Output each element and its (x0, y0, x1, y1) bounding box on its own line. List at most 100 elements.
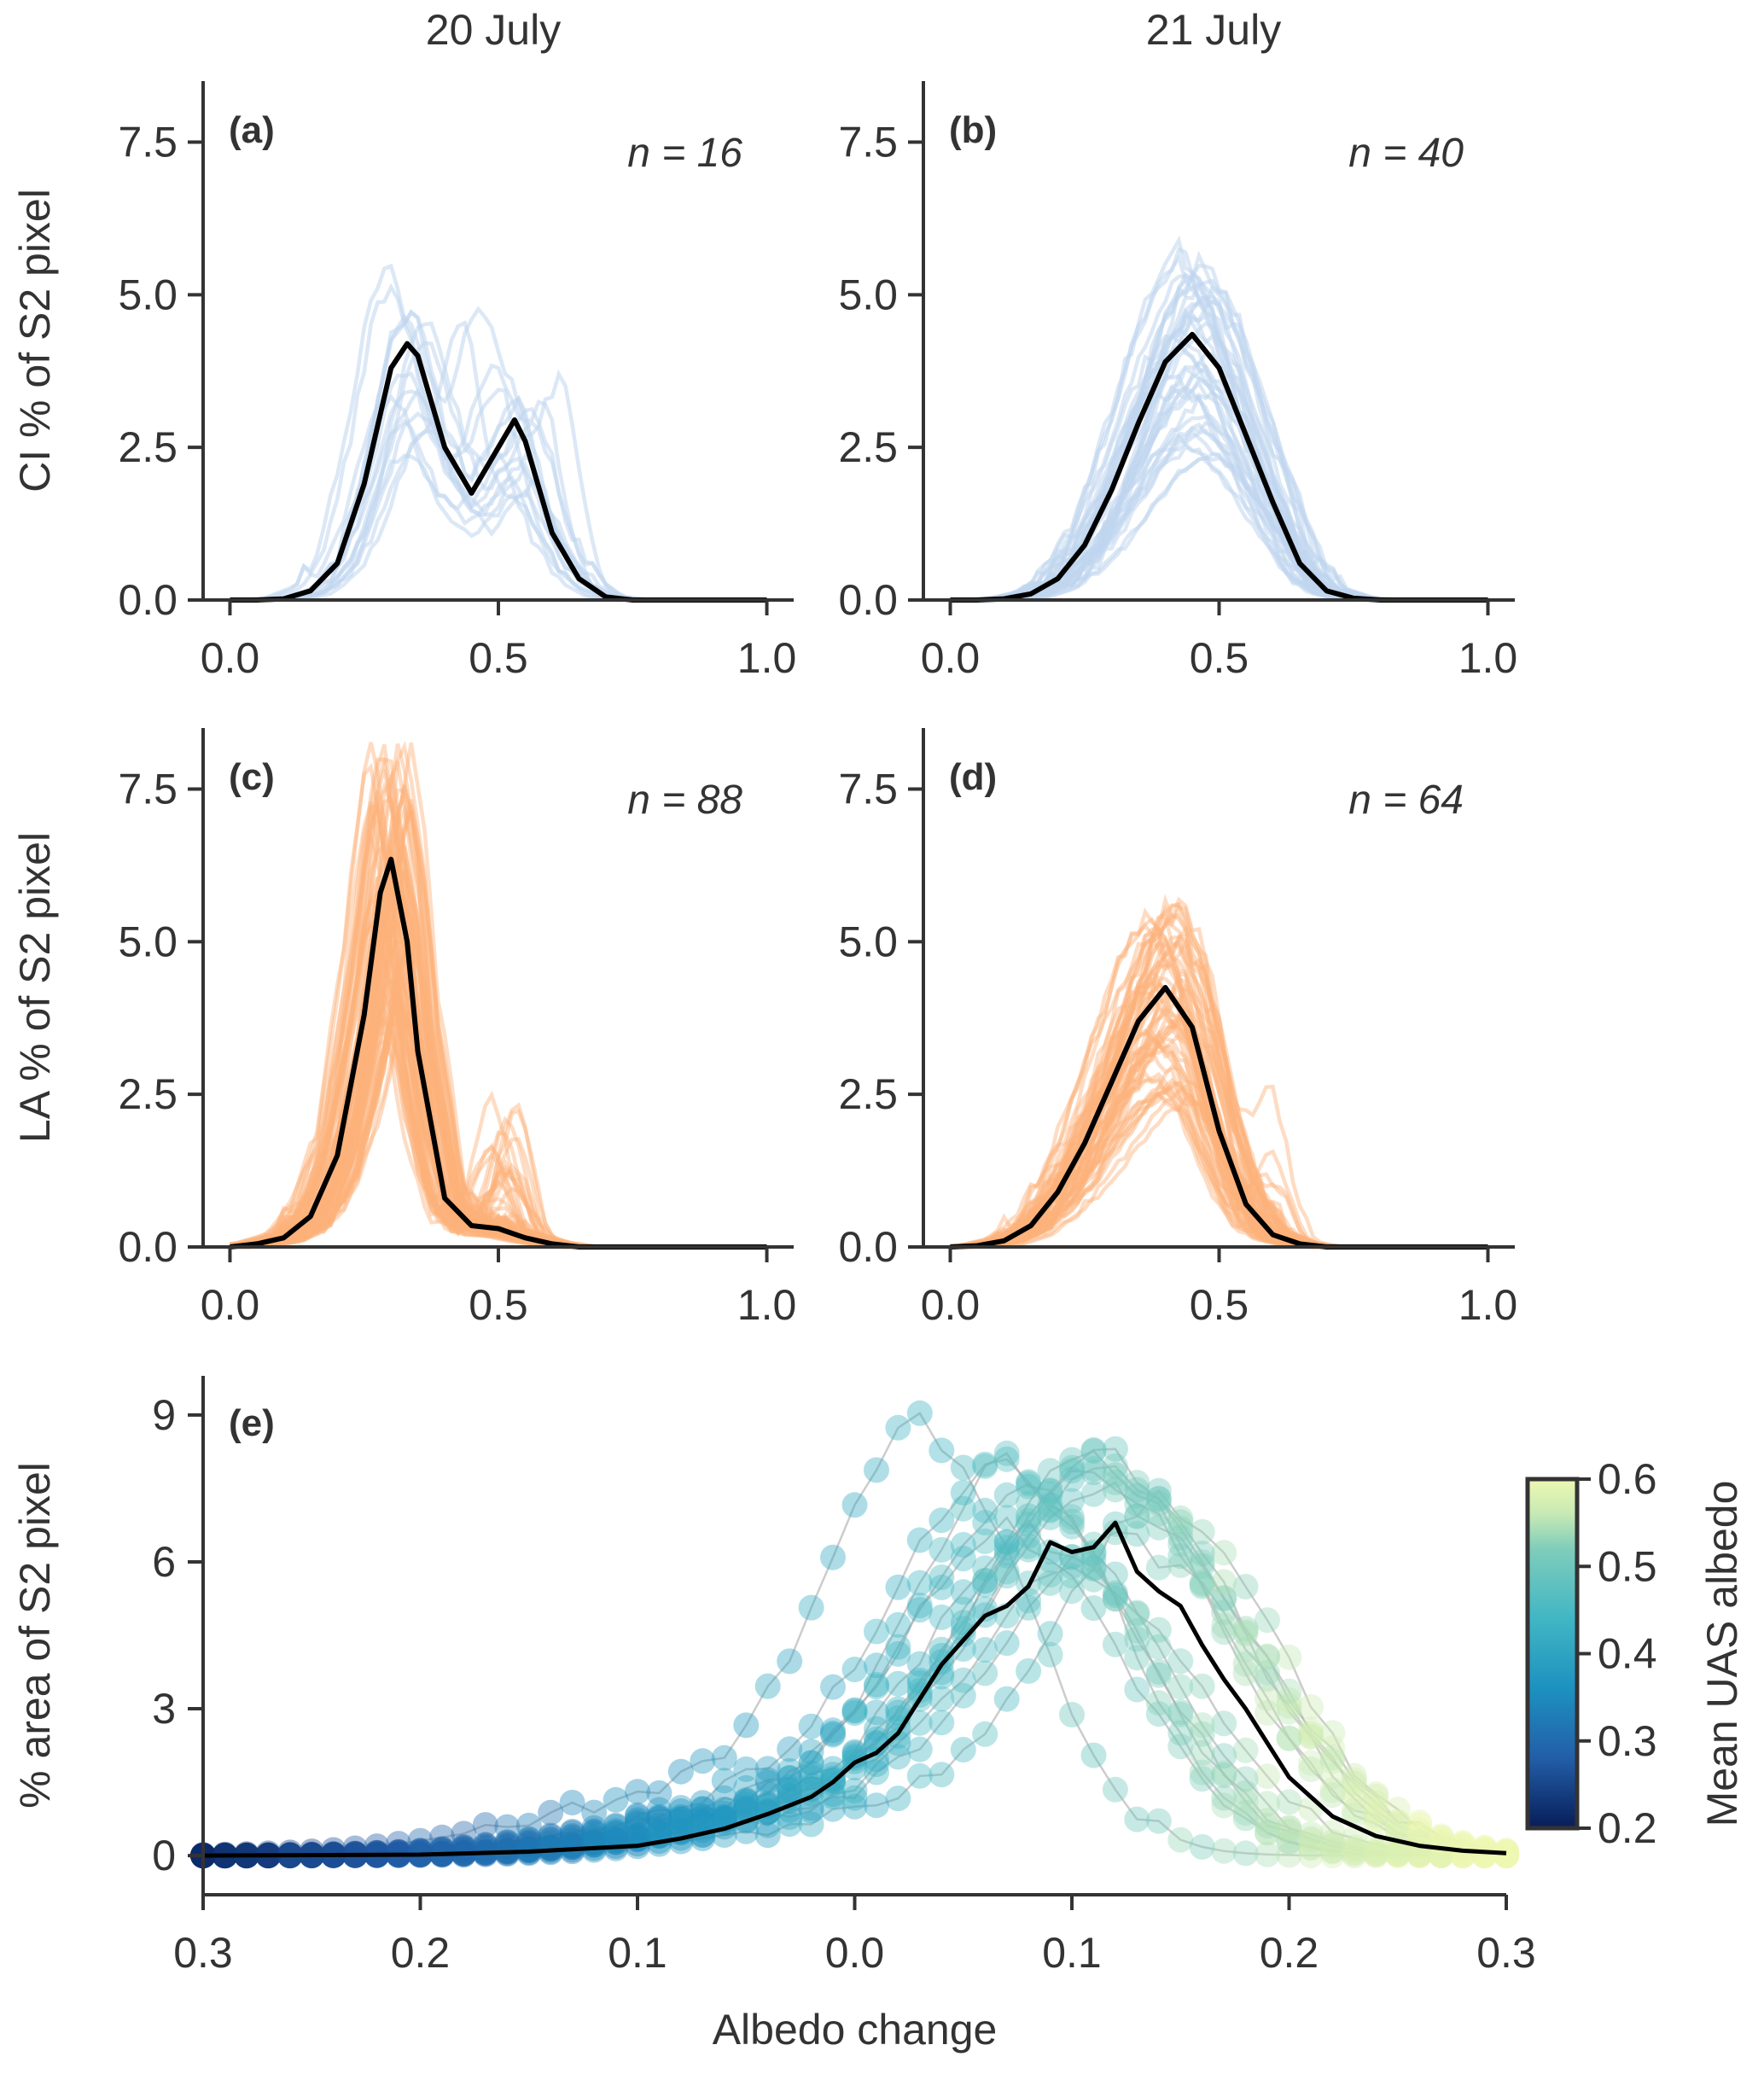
scatter-point (646, 1803, 672, 1830)
scatter-point (1493, 1841, 1519, 1867)
scatter-point (1080, 1554, 1107, 1581)
scatter-point (1059, 1563, 1085, 1589)
scatter-point (581, 1815, 608, 1841)
scatter-point (1232, 1840, 1259, 1867)
x-tick-label: 0.1 (608, 1929, 667, 1977)
series-line (203, 1482, 1507, 1857)
scatter-point (690, 1809, 716, 1835)
scatter-point (1493, 1838, 1519, 1863)
scatter-point (1167, 1699, 1194, 1725)
colorbar-tick-label: 0.2 (1598, 1804, 1657, 1852)
scatter-point (1363, 1783, 1389, 1809)
scatter-point (929, 1686, 955, 1712)
scatter-point (1124, 1483, 1150, 1509)
scatter-point (559, 1819, 585, 1844)
scatter-point (1124, 1521, 1150, 1547)
scatter-point (777, 1774, 803, 1801)
scatter-point (820, 1783, 846, 1809)
y-tick-label: 5.0 (118, 271, 178, 318)
scatter-point (1145, 1477, 1172, 1504)
scatter-point (1363, 1811, 1389, 1837)
scatter-point (864, 1699, 889, 1726)
scatter-point (1298, 1833, 1324, 1860)
scatter-point (777, 1804, 803, 1830)
individual-curves (950, 235, 1488, 603)
scatter-point (1493, 1843, 1519, 1868)
individual-curve (950, 386, 1488, 603)
scatter-point (1145, 1658, 1172, 1685)
scatter-point (1493, 1843, 1519, 1869)
scatter-point (929, 1564, 955, 1590)
scatter-point (1298, 1835, 1324, 1861)
scatter-point (864, 1671, 889, 1698)
scatter-point (538, 1822, 564, 1849)
scatter-point (1384, 1842, 1411, 1868)
scatter-point (1189, 1833, 1215, 1860)
scatter-point (1016, 1471, 1042, 1497)
scatter-point (1255, 1643, 1280, 1669)
scatter-point (515, 1826, 542, 1852)
x-tick-label: 0.3 (1476, 1929, 1536, 1977)
scatter-point (1471, 1835, 1498, 1861)
scatter-point (777, 1736, 803, 1762)
scatter-point (1232, 1618, 1259, 1645)
scatter-point (1232, 1660, 1259, 1687)
scatter-point (1341, 1825, 1367, 1851)
scatter-point (841, 1785, 868, 1811)
scatter-point (1102, 1561, 1128, 1588)
scatter-point (1471, 1842, 1498, 1868)
scatter-point (841, 1745, 868, 1771)
scatter-point (538, 1833, 564, 1860)
scatter-point (581, 1824, 608, 1850)
scatter-point (1211, 1762, 1237, 1789)
scatter-point (841, 1492, 868, 1518)
scatter-point (777, 1776, 803, 1803)
scatter-point (1211, 1599, 1237, 1626)
scatter-point (625, 1802, 650, 1828)
scatter-point (1145, 1808, 1172, 1834)
scatter-point (1167, 1648, 1194, 1675)
scatter-point (885, 1634, 911, 1660)
scatter-point (1102, 1462, 1128, 1489)
colorbar-tick-label: 0.4 (1598, 1630, 1657, 1678)
scatter-point (559, 1820, 585, 1846)
scatter-point (667, 1805, 694, 1832)
scatter-point (1016, 1523, 1042, 1549)
scatter-point (603, 1812, 629, 1838)
y-axis-label: LA % of S2 pixel (11, 832, 59, 1143)
scatter-point (1276, 1842, 1302, 1868)
scatter-point (1493, 1843, 1519, 1869)
scatter-point (646, 1819, 672, 1845)
scatter-point (1255, 1685, 1280, 1711)
scatter-point (1298, 1827, 1324, 1853)
scatter-point (906, 1677, 933, 1704)
panel-d: 0.0 2.5 5.0 7.5 0.0 0.5 1.0 (d) n = 64 (838, 728, 1517, 1329)
scatter-point (1319, 1829, 1346, 1856)
scatter-point (1471, 1843, 1498, 1869)
scatter-point (1145, 1690, 1172, 1716)
scatter-point (1037, 1497, 1063, 1523)
scatter-point (1406, 1820, 1433, 1846)
scatter-point (733, 1787, 760, 1813)
scatter-point (1341, 1834, 1367, 1861)
scatter-point (1471, 1842, 1498, 1868)
sample-size-label: n = 16 (627, 131, 742, 176)
series-line (202, 1412, 1506, 1857)
scatter-point (1189, 1570, 1215, 1596)
scatter-point (1255, 1820, 1280, 1846)
scatter-point (515, 1836, 542, 1862)
scatter-point (1145, 1554, 1172, 1581)
scatter-point (993, 1630, 1020, 1657)
scatter-point (798, 1797, 824, 1824)
scatter-point (1363, 1797, 1389, 1824)
scatter-point (1189, 1673, 1215, 1699)
scatter-point (1255, 1607, 1280, 1634)
scatter-point (993, 1563, 1020, 1589)
scatter-point (1406, 1812, 1433, 1838)
scatter-point (733, 1712, 760, 1739)
scatter-point (429, 1838, 455, 1864)
scatter-point (972, 1568, 998, 1594)
scatter-point (1276, 1698, 1302, 1725)
scatter-point (798, 1776, 824, 1803)
x-tick-label: 0.0 (921, 634, 981, 682)
